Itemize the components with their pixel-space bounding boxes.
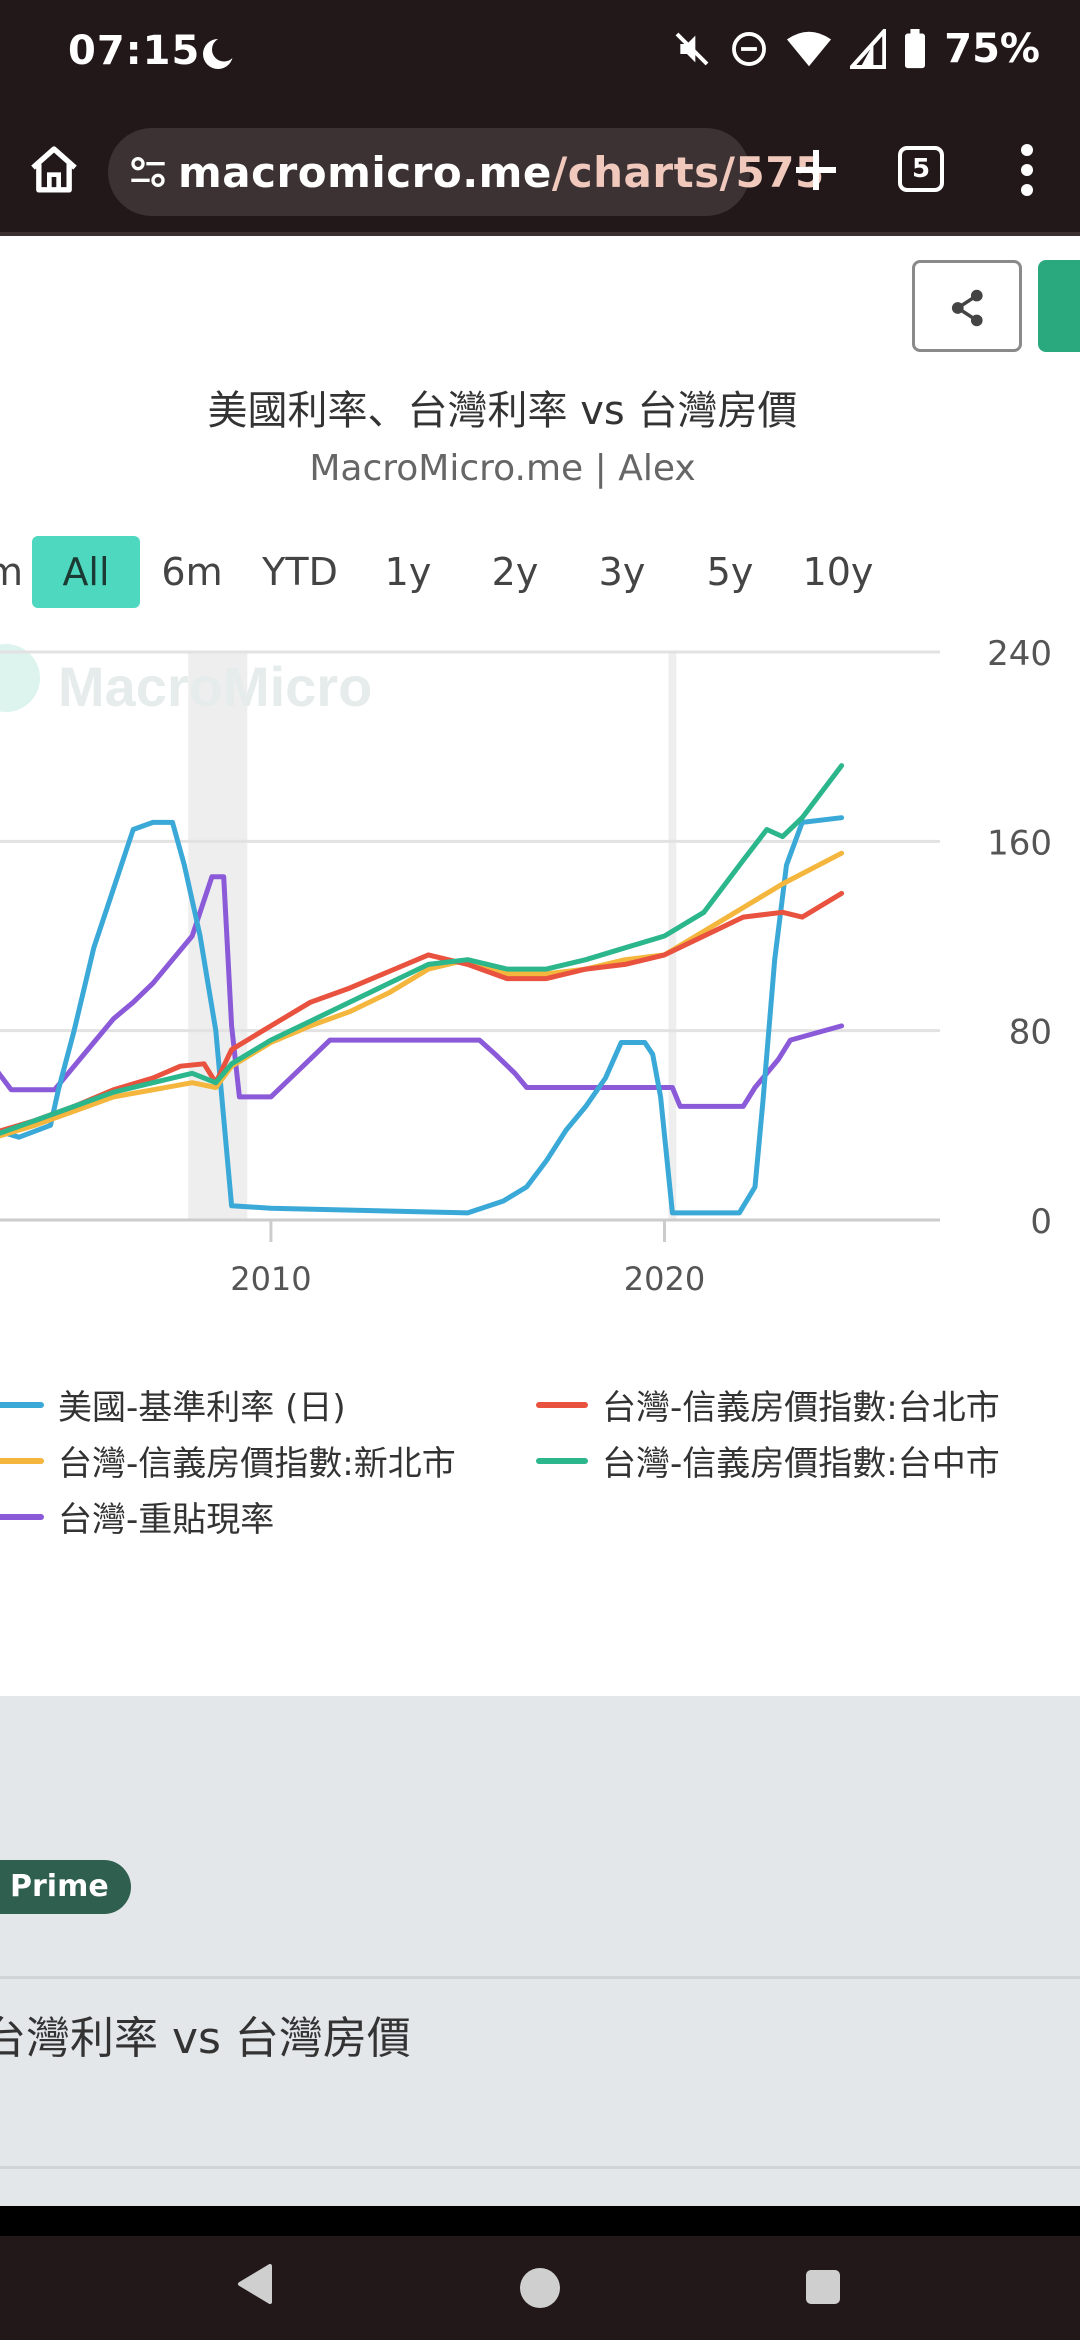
home-nav-icon[interactable] — [520, 2268, 560, 2308]
recents-icon[interactable] — [806, 2270, 840, 2304]
x-tick-label: 2020 — [624, 1260, 705, 1298]
chart-watermark: MacroMicro — [58, 655, 372, 718]
address-bar[interactable]: macromicro.me/charts/575 — [108, 128, 824, 216]
legend-item-taichung[interactable]: 台灣-信義房價指數:台中市 — [536, 1436, 1000, 1485]
status-bar: 07:15 75% — [0, 0, 1080, 110]
mute-icon — [675, 32, 709, 66]
back-icon[interactable] — [234, 2262, 274, 2306]
y-tick-label: 160 — [987, 823, 1052, 863]
chart-legend: 美國-基準利率 (日) 台灣-信義房價指數:台北市 台灣-信義房價指數:新北市 … — [0, 1370, 1080, 1570]
related-chart-title[interactable]: 台灣利率 vs 台灣房價 — [0, 2013, 411, 2064]
y-tick-label: 240 — [987, 634, 1052, 674]
system-nav-bar — [0, 2206, 1080, 2340]
legend-item-new-taipei[interactable]: 台灣-信義房價指數:新北市 — [0, 1436, 456, 1485]
line-chart: MacroMicro 0 80 160 240 2010 2020 — [0, 634, 1052, 1298]
share-icon — [951, 289, 983, 327]
related-card-area — [0, 1696, 1080, 2206]
overflow-menu-icon[interactable] — [1012, 140, 1042, 200]
range-button-10y[interactable]: 10y — [802, 550, 874, 594]
url-text: macromicro.me/charts/575 — [178, 148, 825, 197]
tab-switcher-button[interactable]: 5 — [898, 146, 944, 192]
chart-subtitle: MacroMicro.me | Alex — [309, 448, 696, 489]
share-button[interactable] — [912, 260, 1022, 352]
divider — [0, 1976, 1080, 1979]
battery-icon — [905, 29, 926, 69]
y-tick-label: 80 — [1009, 1013, 1052, 1053]
legend-label: 台灣-信義房價指數:台中市 — [602, 1444, 1000, 1484]
range-button-6m[interactable]: 6m — [161, 550, 223, 594]
series-line — [0, 763, 845, 1136]
range-button-ytd[interactable]: YTD — [262, 550, 338, 594]
site-settings-icon[interactable] — [128, 152, 168, 192]
status-time: 07:15 — [68, 28, 201, 74]
range-button-1y[interactable]: 1y — [384, 550, 432, 594]
x-tick-label: 2010 — [230, 1260, 311, 1298]
watermark-logo — [0, 644, 40, 712]
legend-swatch — [0, 1513, 44, 1520]
recession-band — [668, 652, 677, 1220]
moon-icon — [203, 37, 236, 69]
url-domain: macromicro.me — [178, 148, 552, 197]
legend-swatch — [536, 1401, 588, 1408]
legend-label: 台灣-信義房價指數:台北市 — [602, 1388, 1000, 1428]
new-tab-icon[interactable] — [786, 140, 846, 200]
y-tick-label: 0 — [1030, 1202, 1052, 1242]
battery-percent: 75% — [944, 26, 1040, 72]
browser-toolbar: macromicro.me/charts/575 5 — [0, 110, 1080, 236]
range-button-2y[interactable]: 2y — [491, 550, 539, 594]
divider — [0, 2166, 1080, 2169]
prime-badge: Prime — [0, 1860, 131, 1914]
range-button[interactable]: m — [0, 550, 24, 594]
legend-label: 台灣-信義房價指數:新北市 — [58, 1444, 456, 1484]
legend-swatch — [536, 1457, 588, 1464]
series-line — [0, 874, 845, 1109]
legend-item-us-rate[interactable]: 美國-基準利率 (日) — [0, 1380, 346, 1429]
legend-item-taipei[interactable]: 台灣-信義房價指數:台北市 — [536, 1380, 1000, 1429]
range-button-5y[interactable]: 5y — [706, 550, 754, 594]
legend-swatch — [0, 1401, 44, 1408]
range-button-all[interactable]: All — [32, 536, 140, 608]
dnd-icon — [732, 32, 767, 66]
add-chart-button[interactable] — [1038, 260, 1080, 352]
chart-title: 美國利率、台灣利率 vs 台灣房價 — [207, 388, 798, 434]
signal-icon — [850, 29, 887, 69]
legend-item-tw-discount-rate[interactable]: 台灣-重貼現率 — [0, 1492, 274, 1541]
wifi-icon — [787, 31, 832, 67]
home-icon[interactable] — [26, 142, 82, 198]
url-path: /charts/575 — [551, 148, 825, 197]
range-selector: m All 6m YTD 1y 2y 3y 5y 10y — [0, 530, 1080, 610]
legend-label: 台灣-重貼現率 — [58, 1500, 275, 1540]
nav-top-strip — [0, 2206, 1080, 2236]
legend-label: 美國-基準利率 (日) — [58, 1388, 346, 1428]
range-button-3y[interactable]: 3y — [598, 550, 646, 594]
recession-band — [188, 652, 248, 1220]
series-line — [0, 815, 845, 1216]
series-line — [0, 890, 845, 1134]
legend-swatch — [0, 1457, 44, 1464]
status-icons: 75% — [672, 26, 1040, 72]
